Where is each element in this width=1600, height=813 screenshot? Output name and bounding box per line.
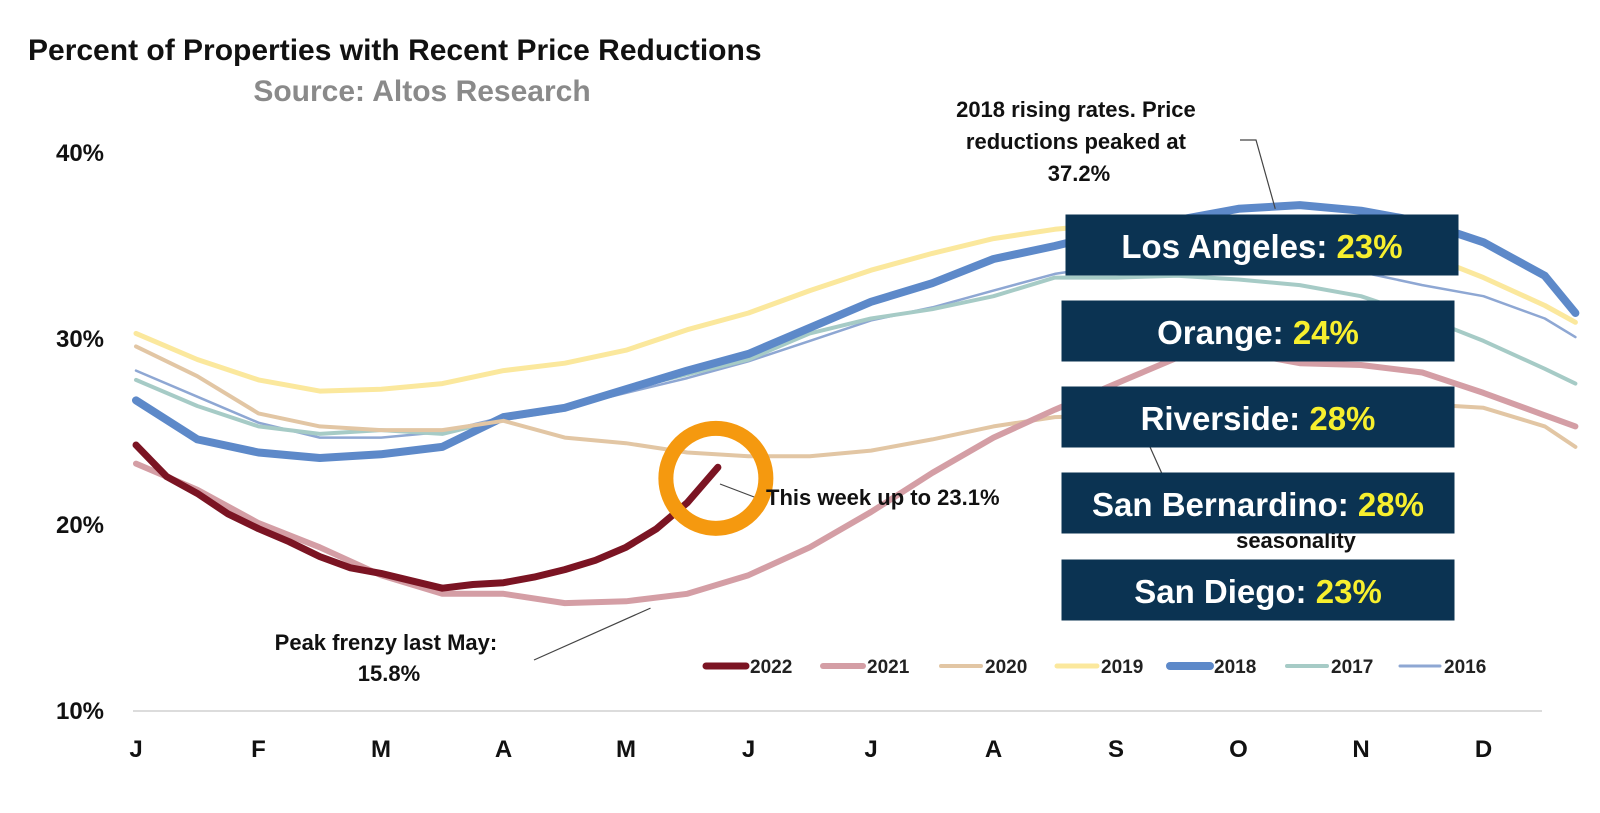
annotation-this-week: This week up to 23.1% [766, 485, 1000, 510]
legend-label: 2020 [985, 657, 1027, 678]
x-tick-label: A [985, 736, 1002, 763]
callout-label: Riverside: [1141, 400, 1310, 437]
x-tick-label: S [1108, 736, 1124, 763]
callout-value: 24% [1293, 314, 1359, 351]
legend: 2022 2021 2020 2019 2018 2017 2016 [702, 657, 1486, 678]
legend-label: 2017 [1331, 657, 1373, 678]
callout-san-bernardino: San Bernardino: 28% [1061, 472, 1455, 534]
y-tick-label: 10% [56, 698, 104, 725]
callout-text: San Bernardino: 28% [1092, 486, 1424, 523]
county-callouts: Los Angeles: 23% Orange: 24% Riverside: … [1061, 214, 1459, 621]
annotation-peak-frenzy: Peak frenzy last May: 15.8% [275, 630, 504, 686]
leader-line-seasonality [1149, 446, 1164, 477]
callout-los-angeles: Los Angeles: 23% [1065, 214, 1459, 276]
legend-label: 2019 [1101, 657, 1143, 678]
legend-label: 2018 [1214, 657, 1256, 678]
legend-item-2022: 2022 [702, 657, 792, 678]
callout-box [1065, 214, 1459, 276]
callout-label: Orange: [1157, 314, 1293, 351]
legend-item-2017: 2017 [1285, 657, 1373, 678]
x-tick-label: A [495, 736, 512, 763]
callout-label: San Diego: [1134, 573, 1316, 610]
leader-line-peak-2018 [1240, 139, 1276, 209]
callout-text: Orange: 24% [1157, 314, 1359, 351]
callout-box [1061, 472, 1455, 534]
x-tick-label: J [129, 736, 142, 763]
x-tick-label: F [251, 736, 266, 763]
highlight-ring [658, 420, 774, 536]
legend-item-2021: 2021 [820, 657, 910, 678]
x-tick-label: J [864, 736, 877, 763]
y-axis-ticks: 10% 20% 30% 40% [56, 140, 104, 725]
callout-riverside: Riverside: 28% [1061, 386, 1455, 448]
callout-value: 23% [1337, 228, 1403, 265]
callout-value: 23% [1316, 573, 1382, 610]
callout-value: 28% [1309, 400, 1375, 437]
callout-label: San Bernardino: [1092, 486, 1358, 523]
series-line-2022 [132, 441, 722, 592]
y-tick-label: 20% [56, 512, 104, 539]
legend-item-2016: 2016 [1398, 657, 1486, 678]
series-lines [132, 201, 1580, 607]
annotation-peak-2018: 2018 rising rates. Price reductions peak… [956, 97, 1202, 186]
callout-san-diego: San Diego: 23% [1061, 559, 1455, 621]
legend-item-2019: 2019 [1054, 657, 1143, 678]
chart-title: Percent of Properties with Recent Price … [28, 34, 762, 67]
x-tick-label: M [371, 736, 391, 763]
x-tick-label: O [1229, 736, 1248, 763]
callout-text: Riverside: 28% [1141, 400, 1376, 437]
callout-value: 28% [1358, 486, 1424, 523]
callout-text: Los Angeles: 23% [1121, 228, 1402, 265]
legend-item-2018: 2018 [1166, 657, 1256, 678]
y-tick-label: 40% [56, 140, 104, 167]
x-tick-label: N [1352, 736, 1369, 763]
callout-label: Los Angeles: [1121, 228, 1336, 265]
callout-box [1061, 559, 1455, 621]
leader-line-peak-frenzy [533, 607, 651, 661]
callout-orange: Orange: 24% [1061, 300, 1455, 362]
callout-box [1061, 300, 1455, 362]
legend-label: 2021 [867, 657, 910, 678]
callout-text: San Diego: 23% [1134, 573, 1382, 610]
x-tick-label: M [616, 736, 636, 763]
chart-subtitle: Source: Altos Research [253, 75, 590, 108]
legend-item-2020: 2020 [939, 657, 1027, 678]
callout-box [1061, 386, 1455, 448]
x-tick-label: J [742, 736, 755, 763]
y-tick-label: 30% [56, 326, 104, 353]
x-tick-label: D [1475, 736, 1492, 763]
series-line-2018 [132, 201, 1580, 462]
legend-label: 2022 [750, 657, 792, 678]
legend-label: 2016 [1444, 657, 1486, 678]
